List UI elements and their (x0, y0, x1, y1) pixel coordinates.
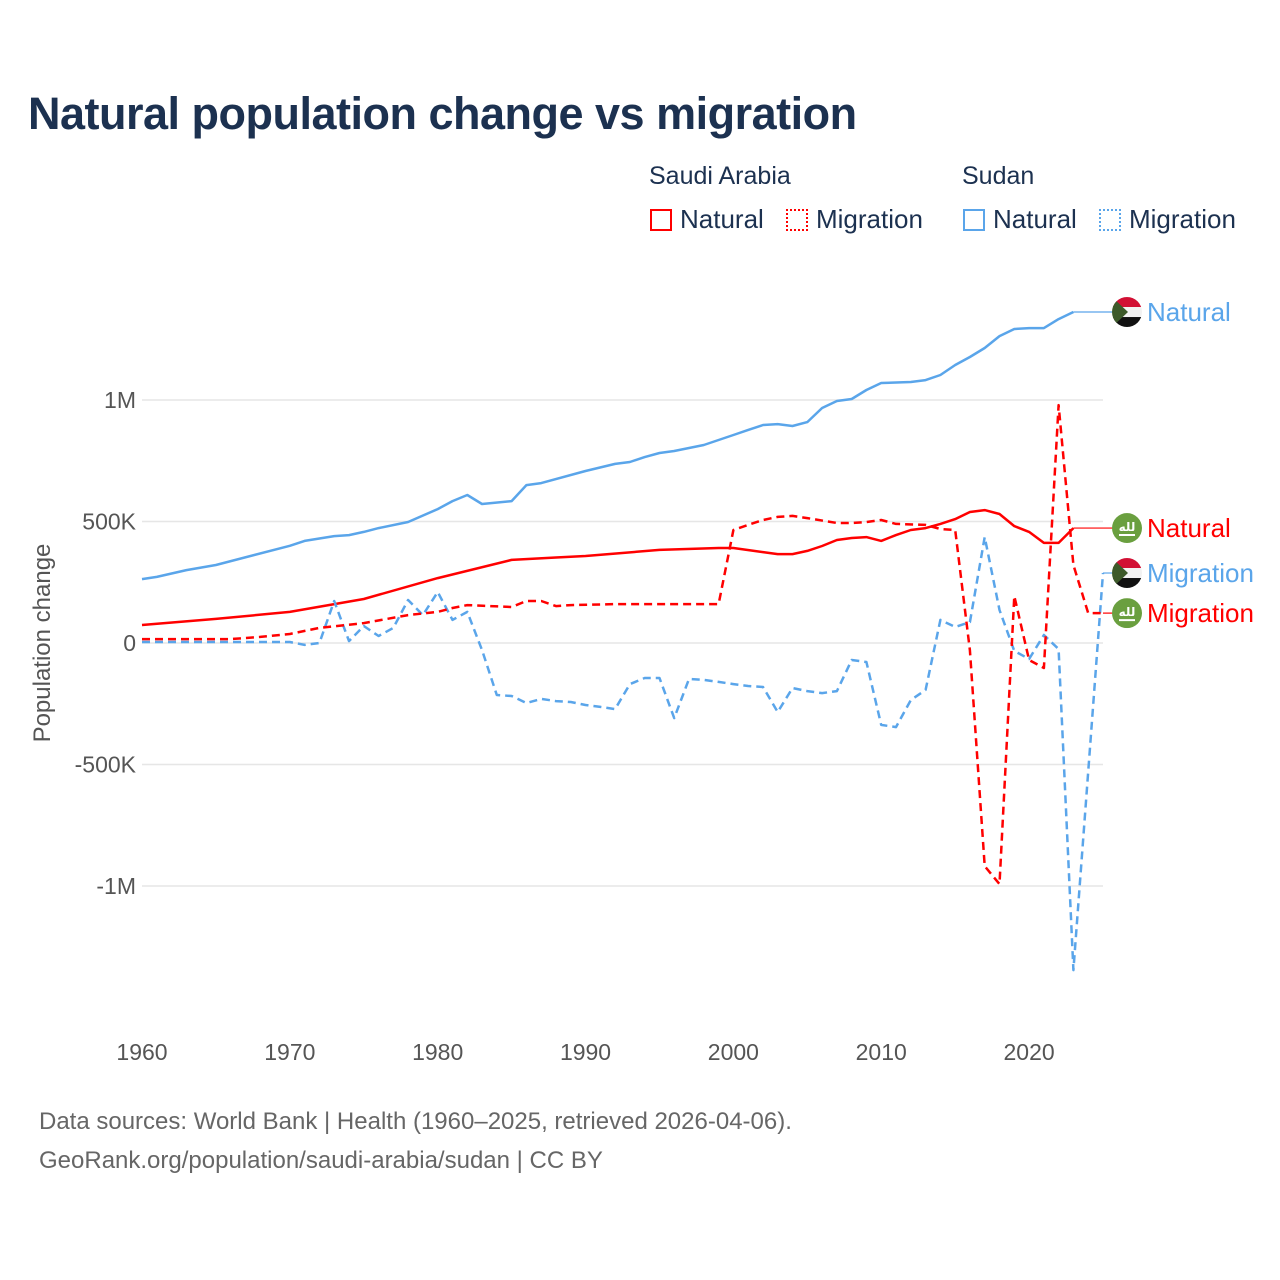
x-tick-label: 2000 (708, 1039, 759, 1065)
sudan-flag-icon (1112, 297, 1142, 328)
series-line-sudan-natural (141, 310, 1074, 581)
x-tick-label: 2010 (856, 1039, 907, 1065)
x-tick-label: 2020 (1003, 1039, 1054, 1065)
saudi-flag-icon: لله (1112, 598, 1142, 629)
legend-label: Natural (680, 204, 764, 234)
saudi-flag-icon: لله (1112, 513, 1142, 544)
legend-swatch-solid-icon (650, 208, 672, 231)
legend-group-saudi-arabia: Saudi Arabia (649, 162, 791, 190)
svg-text:لله: لله (1119, 605, 1136, 619)
y-tick-label: -1M (96, 873, 136, 899)
footer-attribution: GeoRank.org/population/saudi-arabia/suda… (39, 1147, 603, 1174)
legend-item-sudan-migration[interactable]: Migration (1099, 204, 1236, 235)
end-label: Migration (1147, 598, 1254, 628)
x-tick-label: 1990 (560, 1039, 611, 1065)
sudan-flag-icon (1112, 558, 1142, 589)
y-tick-label: 500K (82, 509, 136, 535)
footer-sources: Data sources: World Bank | Health (1960–… (39, 1108, 792, 1135)
chart-title: Natural population change vs migration (28, 88, 857, 139)
x-tick-label: 1970 (264, 1039, 315, 1065)
svg-text:لله: لله (1119, 520, 1136, 534)
legend-swatch-dotted-icon (786, 208, 808, 231)
legend-item-saudi-natural[interactable]: Natural (650, 204, 764, 235)
legend-swatch-dotted-icon (1099, 208, 1121, 231)
x-tick-label: 1980 (412, 1039, 463, 1065)
legend-item-saudi-migration[interactable]: Migration (786, 204, 923, 235)
legend-swatch-solid-icon (963, 208, 985, 231)
legend-label: Natural (993, 204, 1077, 234)
legend-group-sudan: Sudan (962, 162, 1035, 190)
series-line-sudan-migration (142, 535, 1105, 972)
y-tick-label: 0 (123, 630, 136, 656)
end-label: Natural (1147, 513, 1231, 543)
y-axis-label: Population change (29, 544, 56, 743)
end-label: Migration (1147, 558, 1254, 588)
y-tick-label: 1M (104, 387, 136, 413)
series-line-saudi-arabia-migration (142, 403, 1103, 886)
x-tick-label: 1960 (116, 1039, 167, 1065)
end-label: Natural (1147, 297, 1231, 327)
legend-label: Migration (816, 204, 923, 234)
series-line-saudi-arabia-natural (141, 508, 1075, 627)
legend-label: Migration (1129, 204, 1236, 234)
legend-item-sudan-natural[interactable]: Natural (963, 204, 1077, 235)
y-tick-label: -500K (75, 752, 137, 778)
